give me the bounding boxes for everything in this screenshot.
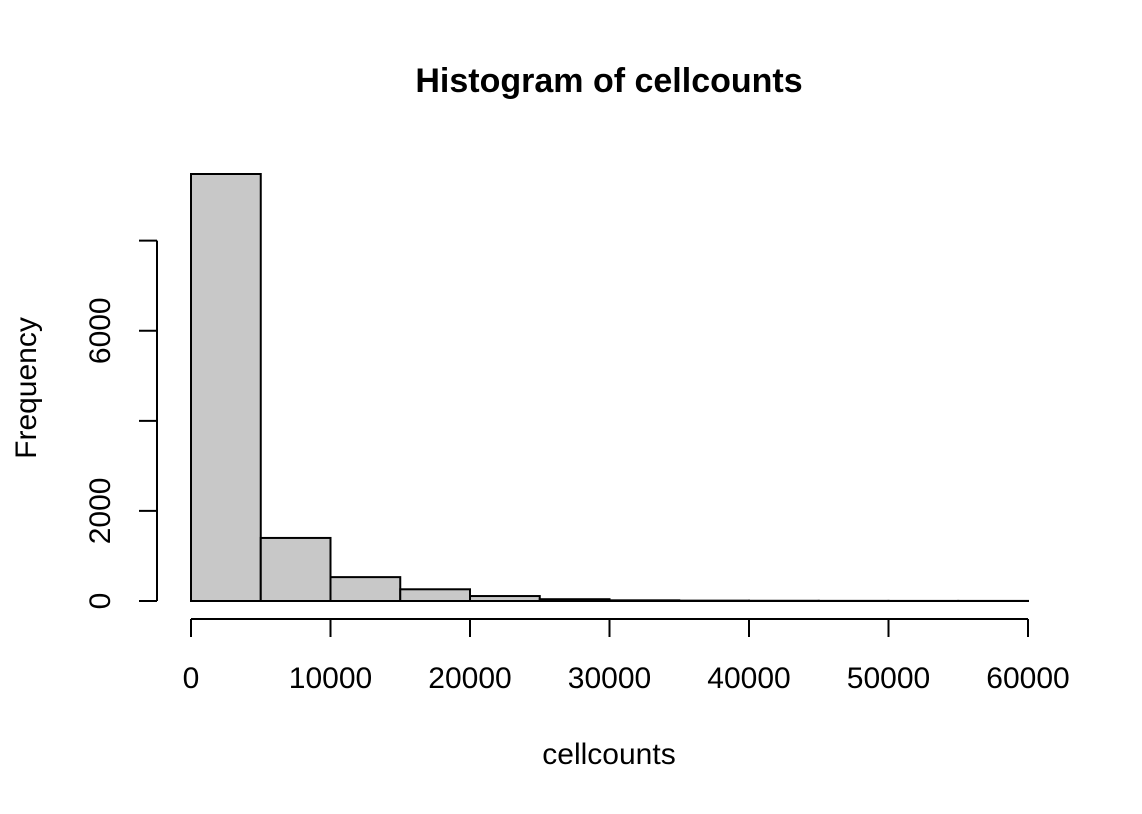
- chart-title: Histogram of cellcounts: [415, 62, 802, 100]
- x-tick-label: 30000: [568, 662, 651, 695]
- x-tick-label: 20000: [428, 662, 511, 695]
- histogram-bar: [538, 598, 611, 602]
- histogram-bar: [469, 595, 541, 602]
- x-tick-label: 50000: [847, 662, 930, 695]
- y-axis: 0 2000 6000: [84, 239, 158, 610]
- y-tick-label: 2000: [84, 478, 117, 545]
- y-tick-label: 0: [84, 593, 117, 610]
- x-tick-label: 40000: [707, 662, 790, 695]
- histogram-bar: [329, 576, 402, 602]
- histogram-bar: [399, 588, 471, 602]
- histogram-bar: [190, 173, 262, 602]
- bars-group: [190, 173, 1029, 602]
- y-tick-label: 6000: [84, 297, 117, 364]
- histogram-bar: [608, 599, 681, 602]
- y-axis-label: Frequency: [10, 317, 43, 459]
- x-tick-label: 60000: [986, 662, 1069, 695]
- histogram-bar: [259, 536, 332, 602]
- x-tick-label: 0: [183, 662, 200, 695]
- x-axis: 0 10000 20000 30000 40000 50000 60000: [183, 618, 1070, 695]
- x-tick-label: 10000: [289, 662, 372, 695]
- x-axis-label: cellcounts: [542, 738, 675, 771]
